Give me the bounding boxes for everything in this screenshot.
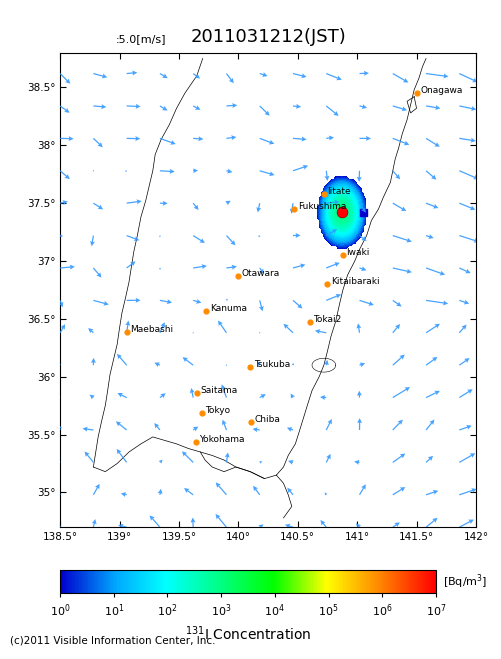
Text: Iitate: Iitate: [328, 187, 351, 196]
Text: (c)2011 Visible Information Center, Inc.: (c)2011 Visible Information Center, Inc.: [10, 636, 215, 646]
Text: Otawara: Otawara: [242, 269, 280, 278]
Text: Kitaibaraki: Kitaibaraki: [331, 277, 380, 286]
Point: [234, 271, 242, 281]
Text: Yokohama: Yokohama: [199, 434, 244, 444]
Point: [247, 416, 256, 427]
Point: [193, 387, 201, 398]
Text: Iwaki: Iwaki: [347, 248, 370, 257]
Point: [246, 362, 254, 373]
Point: [290, 204, 298, 214]
Point: [123, 326, 131, 337]
Text: Saitama: Saitama: [200, 386, 237, 395]
Title: 2011031212(JST): 2011031212(JST): [190, 28, 346, 45]
Text: :5.0[m/s]: :5.0[m/s]: [116, 34, 166, 44]
Text: Tsukuba: Tsukuba: [254, 360, 290, 370]
Point: [306, 317, 314, 328]
Point: [324, 279, 332, 289]
Point: [338, 207, 346, 217]
Point: [412, 88, 420, 98]
Point: [202, 306, 210, 316]
Point: [320, 188, 328, 199]
Text: Kanuma: Kanuma: [210, 304, 247, 313]
Text: [Bq/m$^3$]: [Bq/m$^3$]: [443, 572, 488, 591]
Text: Chiba: Chiba: [255, 415, 281, 424]
Text: Fukushima: Fukushima: [298, 202, 346, 211]
Point: [191, 436, 199, 447]
Point: [339, 250, 347, 260]
Point: [197, 407, 205, 418]
Text: Maebashi: Maebashi: [130, 325, 173, 333]
Polygon shape: [360, 209, 367, 216]
X-axis label: $^{131}$I Concentration: $^{131}$I Concentration: [185, 624, 311, 643]
Text: Tokyo: Tokyo: [205, 406, 230, 415]
Text: Tokai2: Tokai2: [313, 316, 342, 324]
Text: Onagawa: Onagawa: [420, 86, 462, 95]
